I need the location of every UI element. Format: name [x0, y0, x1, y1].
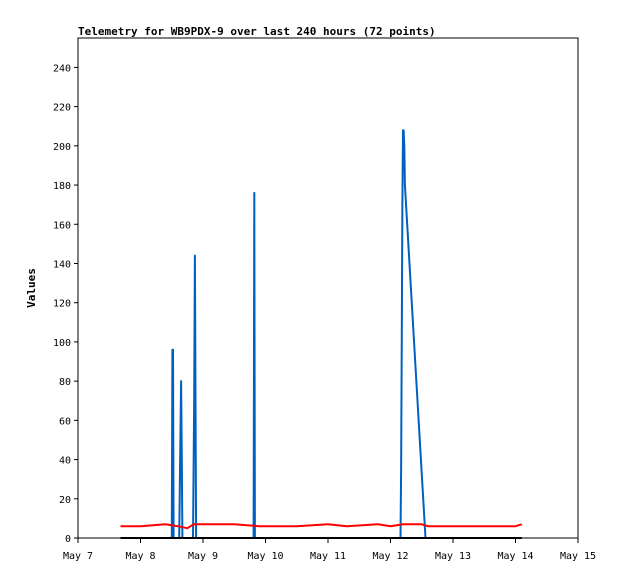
- chart-title: Telemetry for WB9PDX-9 over last 240 hou…: [78, 25, 436, 38]
- plot-frame: [77, 37, 579, 539]
- x-tick-label: May 9: [188, 551, 218, 562]
- series-layer: [120, 129, 523, 539]
- y-tick-label: 180: [53, 181, 71, 192]
- series-line-2: [120, 523, 523, 530]
- y-tick-label: 200: [53, 142, 71, 153]
- y-tick-label: 160: [53, 220, 71, 231]
- y-tick-label: 140: [53, 259, 71, 270]
- x-tick-label: May 12: [372, 551, 408, 562]
- y-axis-label: Values: [25, 268, 38, 308]
- y-tick-label: 220: [53, 103, 71, 114]
- y-axis: 0 20 40 60 80 100 120 140 160 180 200 220 240: [53, 63, 78, 545]
- y-tick-label: 100: [53, 338, 71, 349]
- x-tick-label: May 11: [310, 551, 346, 562]
- y-tick-label: 240: [53, 63, 71, 74]
- series-line-1: [120, 129, 522, 539]
- y-tick-label: 60: [59, 416, 71, 427]
- x-tick-label: May 15: [560, 551, 596, 562]
- y-tick-label: 120: [53, 299, 71, 310]
- y-tick-label: 0: [65, 534, 71, 545]
- x-tick-label: May 10: [247, 551, 283, 562]
- x-tick-label: May 14: [497, 551, 533, 562]
- x-tick-label: May 8: [125, 551, 155, 562]
- x-axis: May 7 May 8 May 9 May 10 May 11 May 12 May 13 M…: [63, 538, 596, 562]
- y-tick-label: 80: [59, 377, 71, 388]
- y-tick-label: 20: [59, 495, 71, 506]
- x-tick-label: May 7: [63, 551, 93, 562]
- y-tick-label: 40: [59, 456, 71, 467]
- x-tick-label: May 13: [435, 551, 471, 562]
